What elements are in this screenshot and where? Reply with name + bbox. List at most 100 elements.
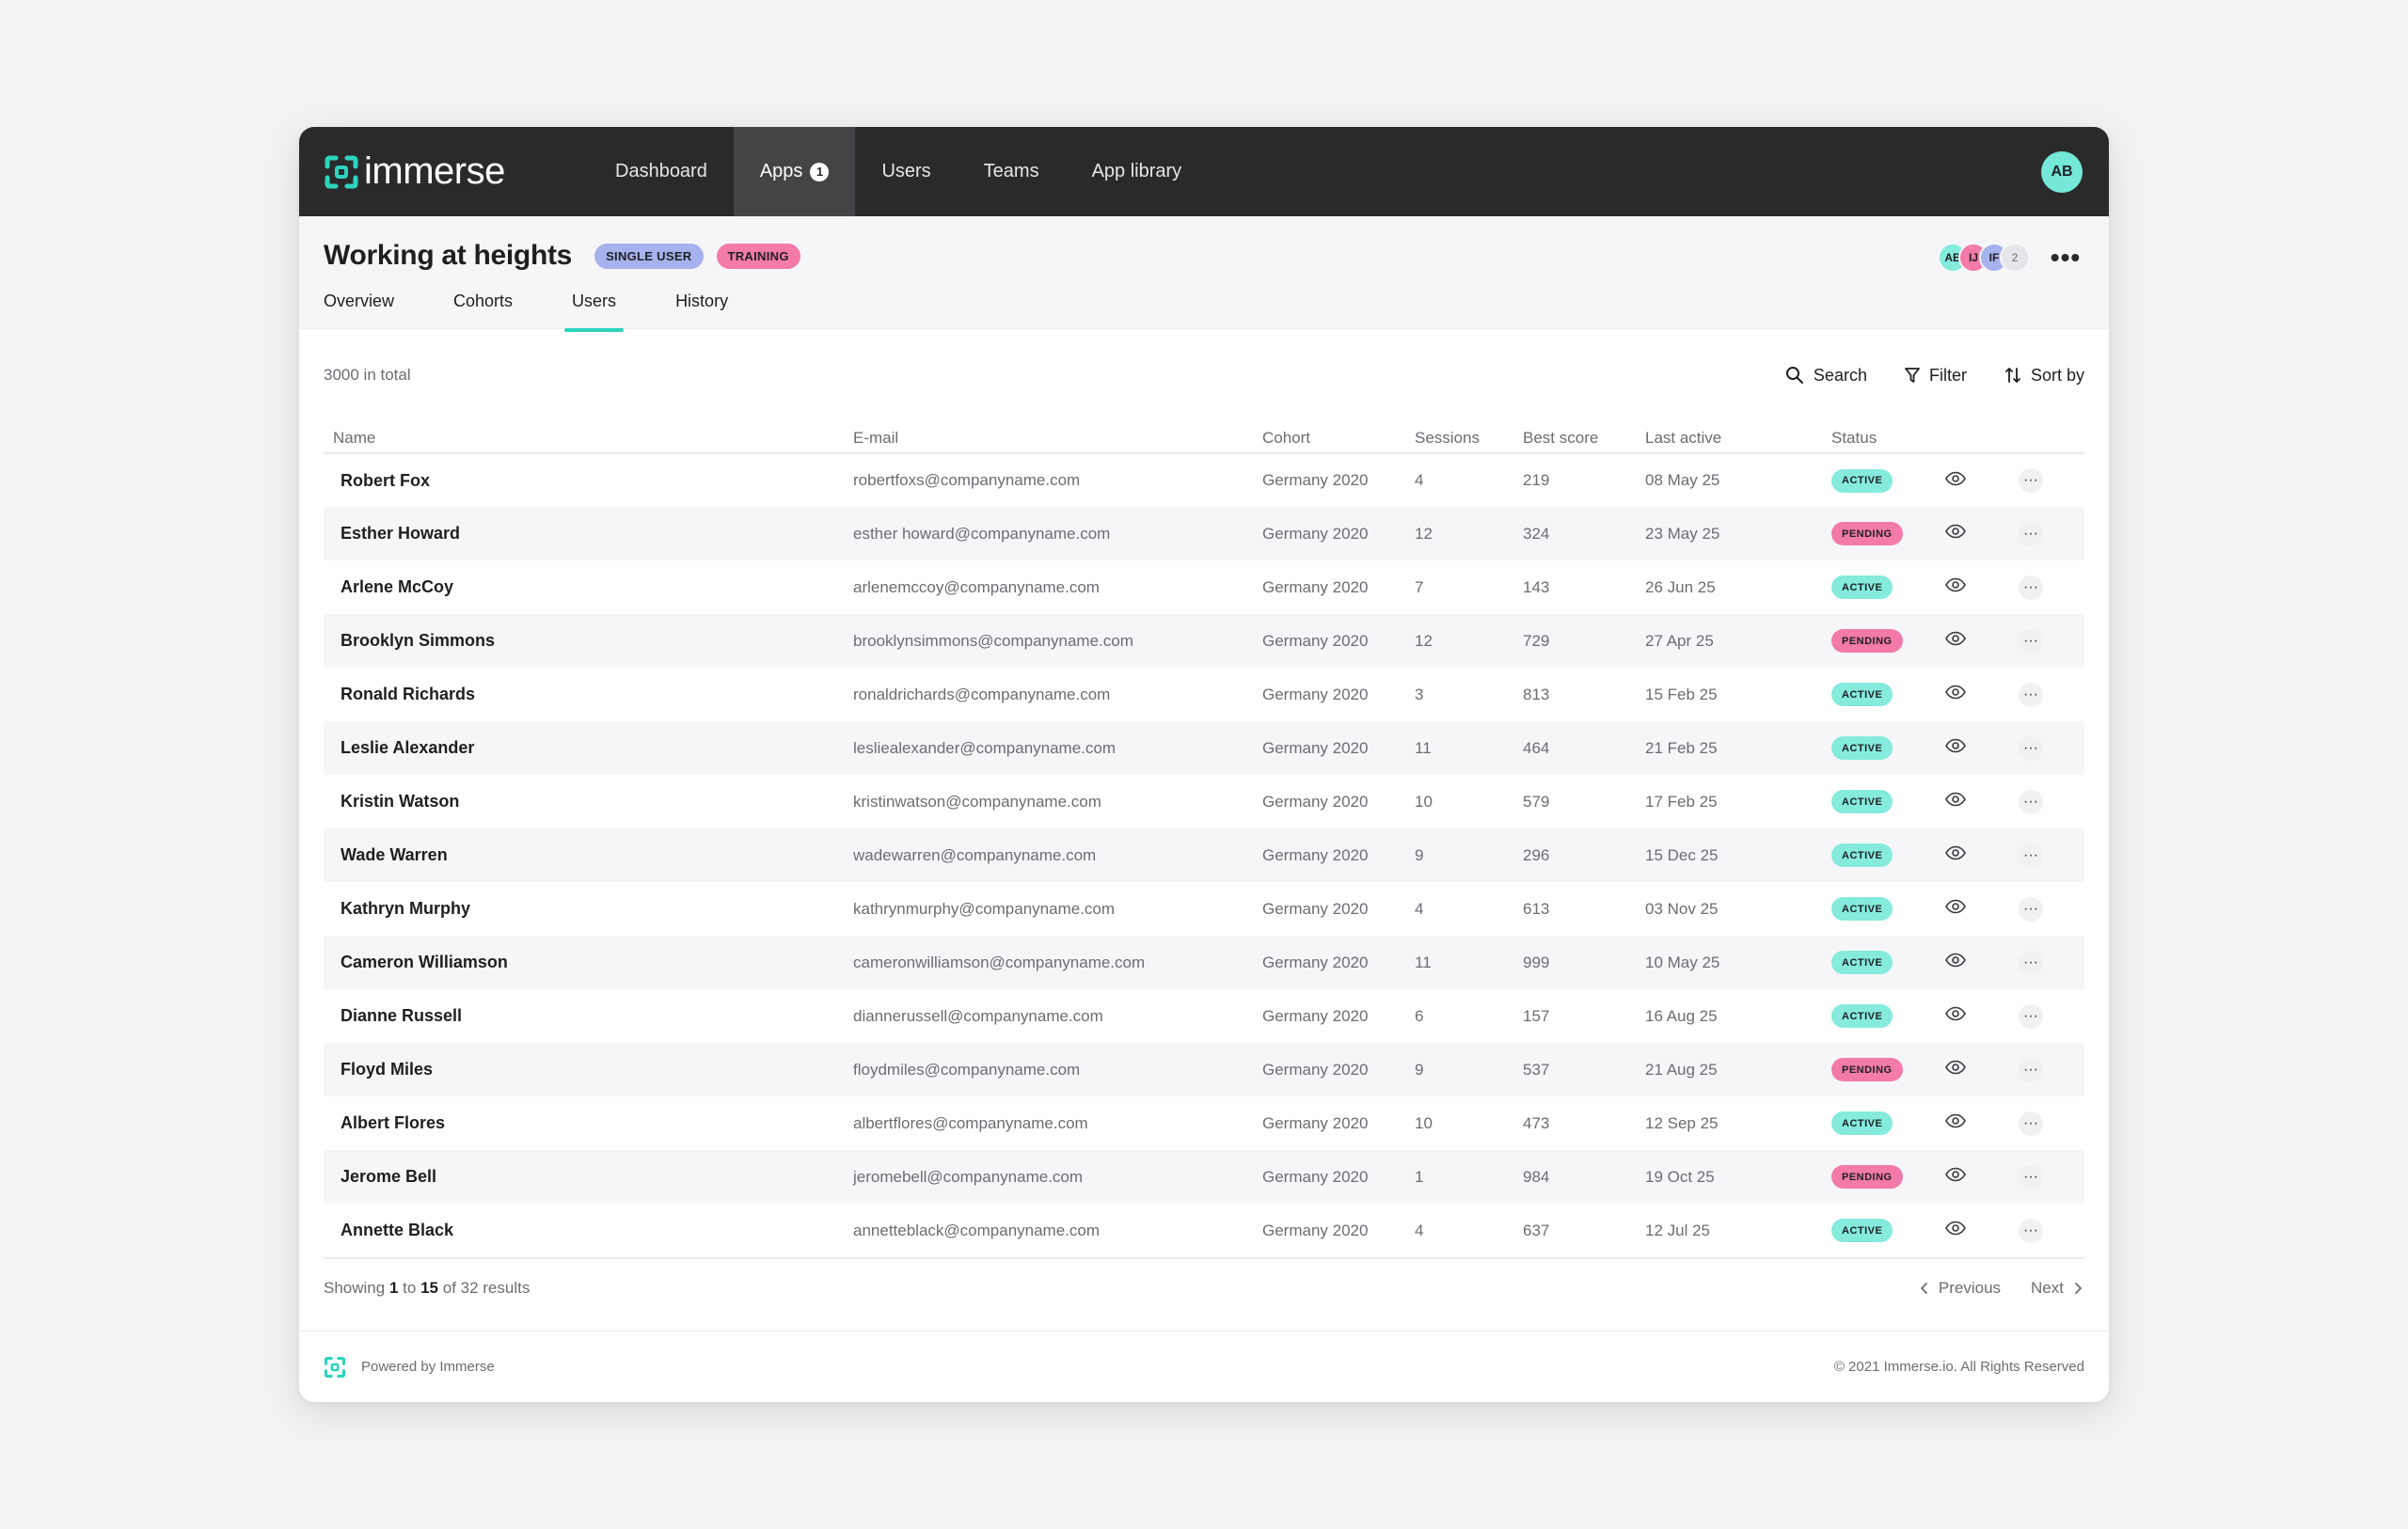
- row-more-icon[interactable]: ···: [2019, 735, 2043, 761]
- column-header-best-score[interactable]: Best score: [1513, 423, 1636, 454]
- search-icon: [1785, 367, 1803, 384]
- table-tools: Search Filter Sort by: [1748, 366, 2084, 386]
- user-status-cell: ACTIVE: [1822, 775, 1936, 828]
- column-header-last-active[interactable]: Last active: [1636, 423, 1822, 454]
- sort-button[interactable]: Sort by: [2004, 366, 2084, 386]
- eye-icon[interactable]: [1945, 792, 1966, 807]
- user-cohort: Germany 2020: [1262, 1221, 1369, 1239]
- user-status-cell: ACTIVE: [1822, 989, 1936, 1043]
- table-row[interactable]: Wade Warren wadewarren@companyname.com Ger…: [324, 828, 2084, 882]
- user-email: albertflores@companyname.com: [853, 1113, 1088, 1132]
- eye-icon[interactable]: [1945, 1113, 1966, 1128]
- view-cell: [1936, 828, 2009, 882]
- user-cohort: Germany 2020: [1253, 1043, 1405, 1096]
- table-row[interactable]: Brooklyn Simmons brooklynsimmons@companyn…: [324, 614, 2084, 668]
- logo[interactable]: immerse: [324, 150, 549, 193]
- eye-icon[interactable]: [1945, 1006, 1966, 1021]
- column-header-status[interactable]: Status: [1822, 423, 1936, 454]
- user-email: diannerussell@companyname.com: [853, 1006, 1103, 1025]
- row-more-icon[interactable]: ···: [2019, 1003, 2043, 1029]
- nav-apps[interactable]: Apps 1: [733, 127, 856, 216]
- table-row[interactable]: Leslie Alexander lesliealexander@companyn…: [324, 721, 2084, 775]
- filter-button[interactable]: Filter: [1905, 366, 1967, 386]
- nav-label: Users: [881, 161, 931, 181]
- column-header-cohort[interactable]: Cohort: [1253, 423, 1405, 454]
- eye-icon[interactable]: [1945, 577, 1966, 592]
- row-more-icon[interactable]: ···: [2019, 843, 2043, 868]
- user-last-active: 12 Sep 25: [1645, 1113, 1719, 1132]
- table-row[interactable]: Dianne Russell diannerussell@companyname.…: [324, 989, 2084, 1043]
- collaborator-avatars[interactable]: AB IJ IF 2: [1938, 243, 2030, 273]
- eye-icon[interactable]: [1945, 524, 1966, 539]
- eye-icon[interactable]: [1945, 685, 1966, 700]
- nav-users[interactable]: Users: [855, 127, 957, 216]
- tab-cohorts[interactable]: Cohorts: [453, 292, 514, 310]
- more-options-icon[interactable]: •••: [2050, 243, 2082, 272]
- brand-name: immerse: [364, 150, 505, 192]
- column-header-sessions[interactable]: Sessions: [1405, 423, 1513, 454]
- eye-icon[interactable]: [1945, 738, 1966, 753]
- table-row[interactable]: Cameron Williamson cameronwilliamson@comp…: [324, 936, 2084, 989]
- row-more-icon[interactable]: ···: [2019, 950, 2043, 975]
- view-cell: [1936, 507, 2009, 560]
- user-best-score: 537: [1513, 1043, 1636, 1096]
- column-header-email[interactable]: E-mail: [844, 423, 1253, 454]
- eye-icon[interactable]: [1945, 899, 1966, 914]
- eye-icon[interactable]: [1945, 845, 1966, 860]
- table-row[interactable]: Floyd Miles floydmiles@companyname.com Ger…: [324, 1043, 2084, 1096]
- title-row: Working at heights SINGLE USER TRAINING: [324, 240, 800, 272]
- row-more-icon[interactable]: ···: [2019, 628, 2043, 654]
- user-sessions: 12: [1405, 507, 1513, 560]
- table-row[interactable]: Kristin Watson kristinwatson@companyname.…: [324, 775, 2084, 828]
- eye-icon[interactable]: [1945, 1221, 1966, 1236]
- table-row[interactable]: Kathryn Murphy kathrynmurphy@companyname.…: [324, 882, 2084, 936]
- table-row[interactable]: Jerome Bell jeromebell@companyname.com Ger…: [324, 1150, 2084, 1204]
- row-more-icon[interactable]: ···: [2019, 789, 2043, 814]
- user-last-active: 19 Oct 25: [1636, 1150, 1822, 1204]
- eye-icon[interactable]: [1945, 1060, 1966, 1075]
- row-more-icon[interactable]: ···: [2019, 896, 2043, 922]
- user-best-score: 999: [1513, 936, 1636, 989]
- pagination-bar: Showing 1 to 15 of 32 results Previous N…: [324, 1257, 2084, 1310]
- nav-app-library[interactable]: App library: [1066, 127, 1209, 216]
- tab-overview[interactable]: Overview: [324, 292, 395, 310]
- user-cohort: Germany 2020: [1253, 936, 1405, 989]
- row-more-icon[interactable]: ···: [2019, 1218, 2043, 1243]
- search-button[interactable]: Search: [1785, 366, 1867, 386]
- table-row[interactable]: Albert Flores albertflores@companyname.co…: [324, 1096, 2084, 1150]
- actions-cell: ···: [2009, 453, 2084, 507]
- row-more-icon[interactable]: ···: [2019, 1111, 2043, 1136]
- table-row[interactable]: Annette Black annetteblack@companyname.co…: [324, 1204, 2084, 1257]
- user-cohort: Germany 2020: [1262, 471, 1369, 489]
- status-badge: ACTIVE: [1831, 1111, 1893, 1135]
- eye-icon[interactable]: [1945, 471, 1966, 486]
- view-cell: [1936, 1043, 2009, 1096]
- column-header-name[interactable]: Name: [324, 423, 844, 454]
- eye-icon[interactable]: [1945, 631, 1966, 646]
- row-more-icon[interactable]: ···: [2019, 521, 2043, 546]
- view-cell: [1936, 668, 2009, 721]
- row-more-icon[interactable]: ···: [2019, 468, 2043, 493]
- previous-page-button[interactable]: Previous: [1918, 1279, 2001, 1298]
- user-status-cell: ACTIVE: [1822, 453, 1936, 507]
- table-row[interactable]: Robert Fox robertfoxs@companyname.com Germ…: [324, 453, 2084, 507]
- row-more-icon[interactable]: ···: [2019, 682, 2043, 707]
- nav-teams[interactable]: Teams: [958, 127, 1066, 216]
- user-avatar[interactable]: AB: [2041, 151, 2083, 193]
- eye-icon[interactable]: [1945, 953, 1966, 968]
- eye-icon[interactable]: [1945, 1167, 1966, 1182]
- user-last-active: 26 Jun 25: [1645, 577, 1716, 596]
- row-more-icon[interactable]: ···: [2019, 1057, 2043, 1082]
- user-name: Arlene McCoy: [341, 577, 454, 596]
- nav-label: Teams: [983, 161, 1039, 181]
- table-row[interactable]: Ronald Richards ronaldrichards@companynam…: [324, 668, 2084, 721]
- tab-users[interactable]: Users: [564, 292, 625, 332]
- row-more-icon[interactable]: ···: [2019, 1164, 2043, 1190]
- next-page-button[interactable]: Next: [2031, 1279, 2084, 1298]
- table-row[interactable]: Arlene McCoy arlenemccoy@companyname.com G…: [324, 560, 2084, 614]
- status-badge: PENDING: [1831, 1165, 1903, 1189]
- tab-history[interactable]: History: [675, 292, 729, 310]
- row-more-icon[interactable]: ···: [2019, 575, 2043, 600]
- table-row[interactable]: Esther Howard esther howard@companyname.c…: [324, 507, 2084, 560]
- nav-dashboard[interactable]: Dashboard: [589, 127, 734, 216]
